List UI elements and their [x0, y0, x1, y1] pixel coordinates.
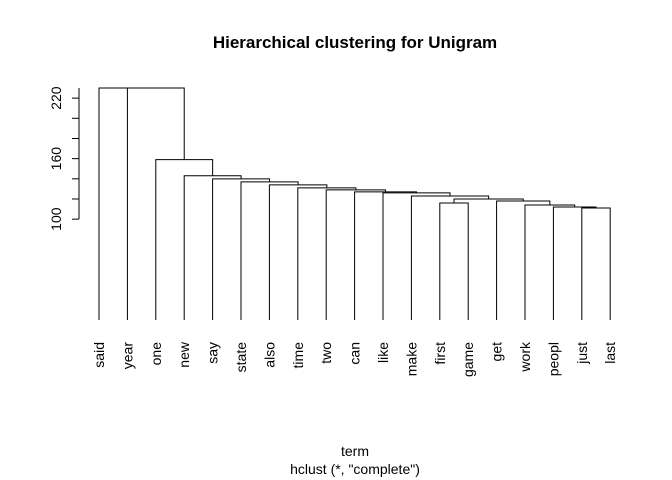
leaf-label-work: work [517, 341, 533, 373]
y-tick-label: 160 [48, 147, 64, 171]
x-axis-label: term [341, 443, 369, 459]
merge-link-17 [126, 87, 185, 320]
leaf-label-also: also [261, 342, 277, 368]
y-axis: 100 160 220 [48, 86, 80, 231]
leaf-label-one: one [148, 342, 164, 366]
chart-subtitle: hclust (*, "complete") [290, 461, 420, 477]
merge-link-11 [297, 187, 357, 320]
leaf-label-just: just [574, 342, 590, 365]
y-tick-label: 100 [48, 207, 64, 231]
leaf-label-game: game [460, 342, 476, 377]
leaf-label-year: year [119, 342, 135, 370]
leaf-label-two: two [318, 342, 334, 364]
leaf-label-like: like [375, 342, 391, 363]
leaf-label-make: make [403, 342, 419, 376]
merge-link-7 [410, 195, 490, 320]
chart-title: Hierarchical clustering for Unigram [213, 33, 497, 52]
merge-link-3 [524, 204, 576, 320]
leaf-label-first: first [432, 342, 448, 365]
leaf-label-say: say [205, 342, 221, 364]
leaf-label-last: last [602, 342, 618, 364]
merge-link-10 [325, 189, 387, 320]
merge-link-13 [240, 181, 299, 320]
leaf-label-state: state [233, 342, 249, 373]
leaf-label-new: new [176, 341, 192, 368]
leaf-label-peopl: peopl [545, 342, 561, 376]
merge-link-16 [155, 159, 214, 320]
merge-link-9 [354, 191, 418, 320]
leaf-label-said: said [91, 342, 107, 368]
merge-link-2 [552, 206, 597, 320]
leaf-labels: said year one new say state also time two can like… [91, 341, 618, 377]
y-tick-label: 220 [48, 86, 64, 110]
merge-link-5 [439, 202, 469, 320]
merge-link-4 [496, 200, 551, 320]
leaf-label-time: time [290, 342, 306, 369]
merge-link-18 [98, 87, 156, 320]
merge-link-1 [581, 207, 611, 320]
leaf-label-can: can [347, 342, 363, 365]
leaf-label-get: get [489, 342, 505, 362]
dendrogram-tree [98, 87, 611, 320]
merge-link-14 [212, 178, 271, 320]
